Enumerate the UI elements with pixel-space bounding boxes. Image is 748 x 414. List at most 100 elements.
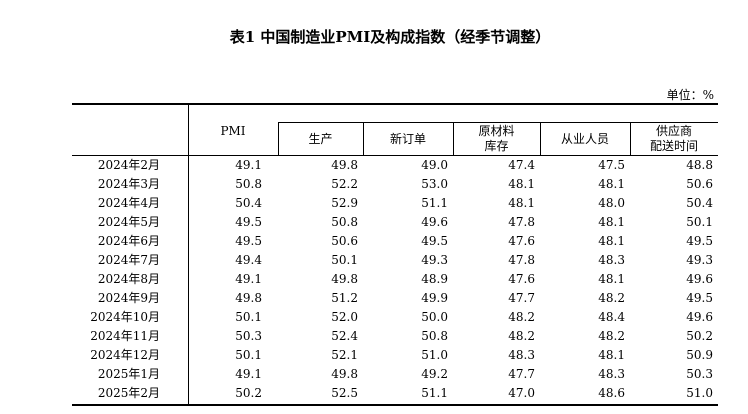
cell: 50.4 [235, 196, 262, 210]
rule [188, 103, 189, 404]
cell: 48.1 [598, 177, 625, 191]
cell: 49.6 [421, 215, 448, 229]
cell: 48.1 [598, 215, 625, 229]
cell: 48.1 [598, 234, 625, 248]
rule [363, 122, 364, 155]
cell: 49.1 [235, 367, 262, 381]
column-header: 新订单 [389, 132, 426, 146]
cell: 49.5 [235, 215, 262, 229]
cell: 49.9 [421, 291, 448, 305]
cell: 48.1 [508, 196, 535, 210]
cell: 50.3 [235, 329, 262, 343]
row-label: 2024年11月 [90, 329, 160, 343]
cell: 49.0 [421, 158, 448, 172]
cell: 48.4 [598, 310, 625, 324]
row-label: 2024年2月 [97, 158, 160, 172]
cell: 49.8 [331, 158, 358, 172]
cell: 52.5 [331, 386, 358, 400]
cell: 50.8 [235, 177, 262, 191]
cell: 50.3 [686, 367, 713, 381]
cell: 49.1 [235, 272, 262, 286]
cell: 48.2 [508, 310, 535, 324]
cell: 51.0 [686, 386, 713, 400]
cell: 52.0 [331, 310, 358, 324]
cell: 51.1 [421, 196, 448, 210]
cell: 49.8 [235, 291, 262, 305]
row-label: 2024年10月 [90, 310, 160, 324]
row-label: 2024年9月 [97, 291, 160, 305]
row-label: 2025年2月 [97, 386, 160, 400]
cell: 48.0 [598, 196, 625, 210]
row-label: 2024年3月 [97, 177, 160, 191]
cell: 47.4 [508, 158, 535, 172]
cell: 48.2 [598, 291, 625, 305]
rule [453, 122, 454, 155]
row-label: 2024年5月 [97, 215, 160, 229]
cell: 50.1 [686, 215, 713, 229]
cell: 51.0 [421, 348, 448, 362]
cell: 49.5 [421, 234, 448, 248]
cell: 48.2 [598, 329, 625, 343]
cell: 47.7 [508, 291, 535, 305]
cell: 47.6 [508, 272, 535, 286]
cell: 48.9 [421, 272, 448, 286]
cell: 48.3 [508, 348, 535, 362]
cell: 51.2 [331, 291, 358, 305]
cell: 50.4 [686, 196, 713, 210]
column-header: 从业人员 [560, 132, 609, 146]
rule [278, 122, 718, 123]
rule [72, 103, 718, 105]
cell: 50.2 [235, 386, 262, 400]
cell: 50.1 [235, 348, 262, 362]
cell: 47.5 [598, 158, 625, 172]
column-header: PMI [220, 124, 246, 138]
cell: 50.8 [421, 329, 448, 343]
cell: 49.5 [235, 234, 262, 248]
row-label: 2024年12月 [90, 348, 160, 362]
cell: 52.4 [331, 329, 358, 343]
cell: 49.1 [235, 158, 262, 172]
row-label: 2024年4月 [97, 196, 160, 210]
row-label: 2025年1月 [97, 367, 160, 381]
cell: 49.2 [421, 367, 448, 381]
rule [72, 404, 718, 406]
cell: 48.8 [686, 158, 713, 172]
cell: 49.3 [421, 253, 448, 267]
cell: 49.6 [686, 310, 713, 324]
rule [278, 122, 279, 155]
cell: 50.2 [686, 329, 713, 343]
cell: 48.1 [598, 272, 625, 286]
cell: 50.6 [686, 177, 713, 191]
cell: 48.1 [508, 177, 535, 191]
cell: 48.2 [508, 329, 535, 343]
rule [72, 155, 718, 156]
column-header: 供应商 [655, 124, 692, 138]
title: 表1 中国制造业PMI及构成指数（经季节调整） [229, 28, 551, 46]
cell: 49.8 [331, 272, 358, 286]
cell: 49.5 [686, 234, 713, 248]
cell: 47.8 [508, 253, 535, 267]
cell: 48.6 [598, 386, 625, 400]
cell: 47.7 [508, 367, 535, 381]
cell: 48.3 [598, 253, 625, 267]
cell: 48.1 [598, 348, 625, 362]
cell: 49.5 [686, 291, 713, 305]
cell: 52.1 [331, 348, 358, 362]
cell: 50.1 [235, 310, 262, 324]
rule [630, 122, 631, 155]
cell: 49.3 [686, 253, 713, 267]
cell: 50.6 [331, 234, 358, 248]
unit: 单位：% [666, 88, 714, 102]
cell: 52.9 [331, 196, 358, 210]
cell: 47.0 [508, 386, 535, 400]
cell: 47.8 [508, 215, 535, 229]
column-header: 生产 [308, 132, 333, 146]
cell: 52.2 [331, 177, 358, 191]
cell: 49.4 [235, 253, 262, 267]
cell: 53.0 [421, 177, 448, 191]
row-label: 2024年7月 [97, 253, 160, 267]
column-header: 配送时间 [649, 139, 698, 153]
column-header: 库存 [484, 139, 509, 153]
cell: 51.1 [421, 386, 448, 400]
